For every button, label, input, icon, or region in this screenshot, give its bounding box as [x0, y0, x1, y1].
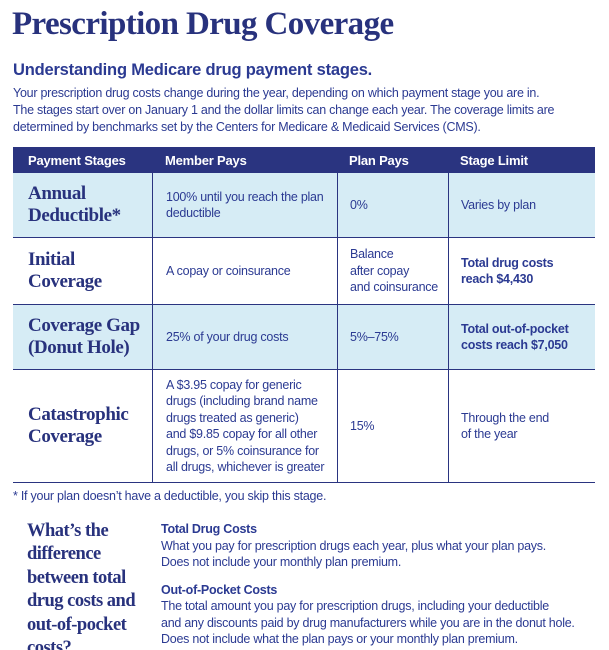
stage-limit-cell: Varies by plan — [448, 173, 595, 237]
stage-limit-cell: Through the end of the year — [448, 370, 595, 482]
stage-name-cell: Catastrophic Coverage — [28, 404, 129, 447]
member-pays-cell: 100% until you reach the plan deductible — [152, 173, 337, 237]
deductible-footnote: * If your plan doesn’t have a deductible… — [13, 489, 327, 503]
faq-definitions: Total Drug Costs What you pay for prescr… — [161, 521, 597, 648]
stage-limit-cell: Total drug costs reach $4,430 — [448, 238, 595, 304]
member-pays-cell: A $3.95 copay for generic drugs (includi… — [152, 370, 337, 482]
definition-total-drug-costs: Total Drug Costs What you pay for prescr… — [161, 521, 597, 571]
plan-pays-cell: Balance after copay and coinsurance — [337, 238, 448, 304]
table-row-coverage-gap: Coverage Gap (Donut Hole) 25% of your dr… — [13, 305, 595, 370]
stage-name-cell: Coverage Gap (Donut Hole) — [28, 315, 140, 358]
stage-name-cell: Annual Deductible* — [28, 183, 121, 226]
intro-heading: Understanding Medicare drug payment stag… — [13, 61, 373, 79]
definition-body: What you pay for prescription drugs each… — [161, 538, 546, 570]
payment-stages-table: Payment Stages Member Pays Plan Pays Sta… — [13, 147, 595, 483]
table-header-row: Payment Stages Member Pays Plan Pays Sta… — [13, 147, 595, 173]
definition-body: The total amount you pay for prescriptio… — [161, 599, 575, 646]
member-pays-cell: A copay or coinsurance — [152, 238, 337, 304]
plan-pays-cell: 15% — [337, 370, 448, 482]
stage-name-cell: Initial Coverage — [28, 249, 102, 292]
table-row-catastrophic-coverage: Catastrophic Coverage A $3.95 copay for … — [13, 370, 595, 483]
table-row-annual-deductible: Annual Deductible* 100% until you reach … — [13, 173, 595, 238]
member-pays-cell: 25% of your drug costs — [152, 305, 337, 369]
column-header-stage-limit: Stage Limit — [460, 152, 528, 168]
definition-term: Total Drug Costs — [161, 522, 257, 536]
page-title: Prescription Drug Coverage — [12, 6, 394, 42]
column-header-payment-stages: Payment Stages — [28, 152, 126, 168]
column-header-member-pays: Member Pays — [165, 152, 247, 168]
definition-term: Out-of-Pocket Costs — [161, 582, 278, 597]
definition-out-of-pocket-costs: Out-of-Pocket Costs The total amount you… — [161, 582, 597, 648]
intro-paragraph: Your prescription drug costs change duri… — [13, 86, 555, 134]
plan-pays-cell: 0% — [337, 173, 448, 237]
faq-question: What’s the difference between total drug… — [27, 521, 136, 650]
stage-limit-cell: Total out-of-pocket costs reach $7,050 — [448, 305, 595, 369]
plan-pays-cell: 5%–75% — [337, 305, 448, 369]
table-row-initial-coverage: Initial Coverage A copay or coinsurance … — [13, 238, 595, 305]
column-header-plan-pays: Plan Pays — [349, 152, 409, 168]
